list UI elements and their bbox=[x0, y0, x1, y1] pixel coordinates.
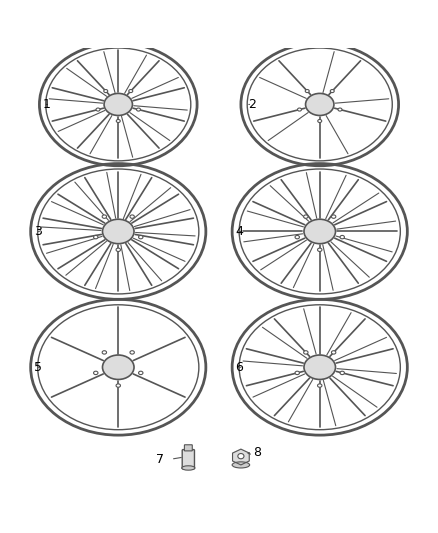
Text: 6: 6 bbox=[235, 361, 243, 374]
Ellipse shape bbox=[129, 90, 133, 93]
Text: 1: 1 bbox=[42, 98, 50, 111]
Ellipse shape bbox=[102, 215, 106, 219]
Ellipse shape bbox=[96, 108, 100, 111]
Ellipse shape bbox=[104, 90, 108, 93]
Ellipse shape bbox=[116, 119, 120, 123]
Ellipse shape bbox=[104, 93, 132, 116]
Polygon shape bbox=[233, 449, 249, 465]
Ellipse shape bbox=[116, 248, 120, 252]
Text: 2: 2 bbox=[248, 98, 256, 111]
Ellipse shape bbox=[330, 90, 334, 93]
Ellipse shape bbox=[318, 384, 322, 387]
Ellipse shape bbox=[306, 93, 334, 116]
Ellipse shape bbox=[304, 219, 336, 244]
Ellipse shape bbox=[304, 355, 336, 379]
Ellipse shape bbox=[304, 351, 308, 354]
Ellipse shape bbox=[338, 108, 342, 111]
Ellipse shape bbox=[232, 462, 250, 468]
Ellipse shape bbox=[304, 215, 308, 219]
Ellipse shape bbox=[305, 90, 309, 93]
Ellipse shape bbox=[130, 351, 134, 354]
Ellipse shape bbox=[137, 108, 141, 111]
Ellipse shape bbox=[295, 236, 300, 239]
Ellipse shape bbox=[94, 371, 98, 375]
Ellipse shape bbox=[340, 236, 344, 239]
Ellipse shape bbox=[94, 236, 98, 239]
Ellipse shape bbox=[182, 466, 195, 470]
Ellipse shape bbox=[297, 108, 301, 111]
Ellipse shape bbox=[238, 454, 244, 459]
Text: 3: 3 bbox=[34, 225, 42, 238]
Text: 4: 4 bbox=[235, 225, 243, 238]
Ellipse shape bbox=[332, 215, 336, 219]
Ellipse shape bbox=[102, 351, 106, 354]
Ellipse shape bbox=[318, 119, 321, 123]
Ellipse shape bbox=[295, 371, 300, 375]
Ellipse shape bbox=[130, 215, 134, 219]
Text: 5: 5 bbox=[34, 361, 42, 374]
FancyBboxPatch shape bbox=[184, 445, 192, 451]
Ellipse shape bbox=[340, 371, 344, 375]
FancyBboxPatch shape bbox=[182, 449, 194, 469]
Text: 7: 7 bbox=[156, 453, 164, 466]
Ellipse shape bbox=[138, 371, 143, 375]
Ellipse shape bbox=[102, 219, 134, 244]
Ellipse shape bbox=[116, 384, 120, 387]
Ellipse shape bbox=[318, 248, 322, 252]
Text: 8: 8 bbox=[253, 446, 261, 459]
Ellipse shape bbox=[102, 355, 134, 379]
Ellipse shape bbox=[138, 236, 143, 239]
Ellipse shape bbox=[332, 351, 336, 354]
